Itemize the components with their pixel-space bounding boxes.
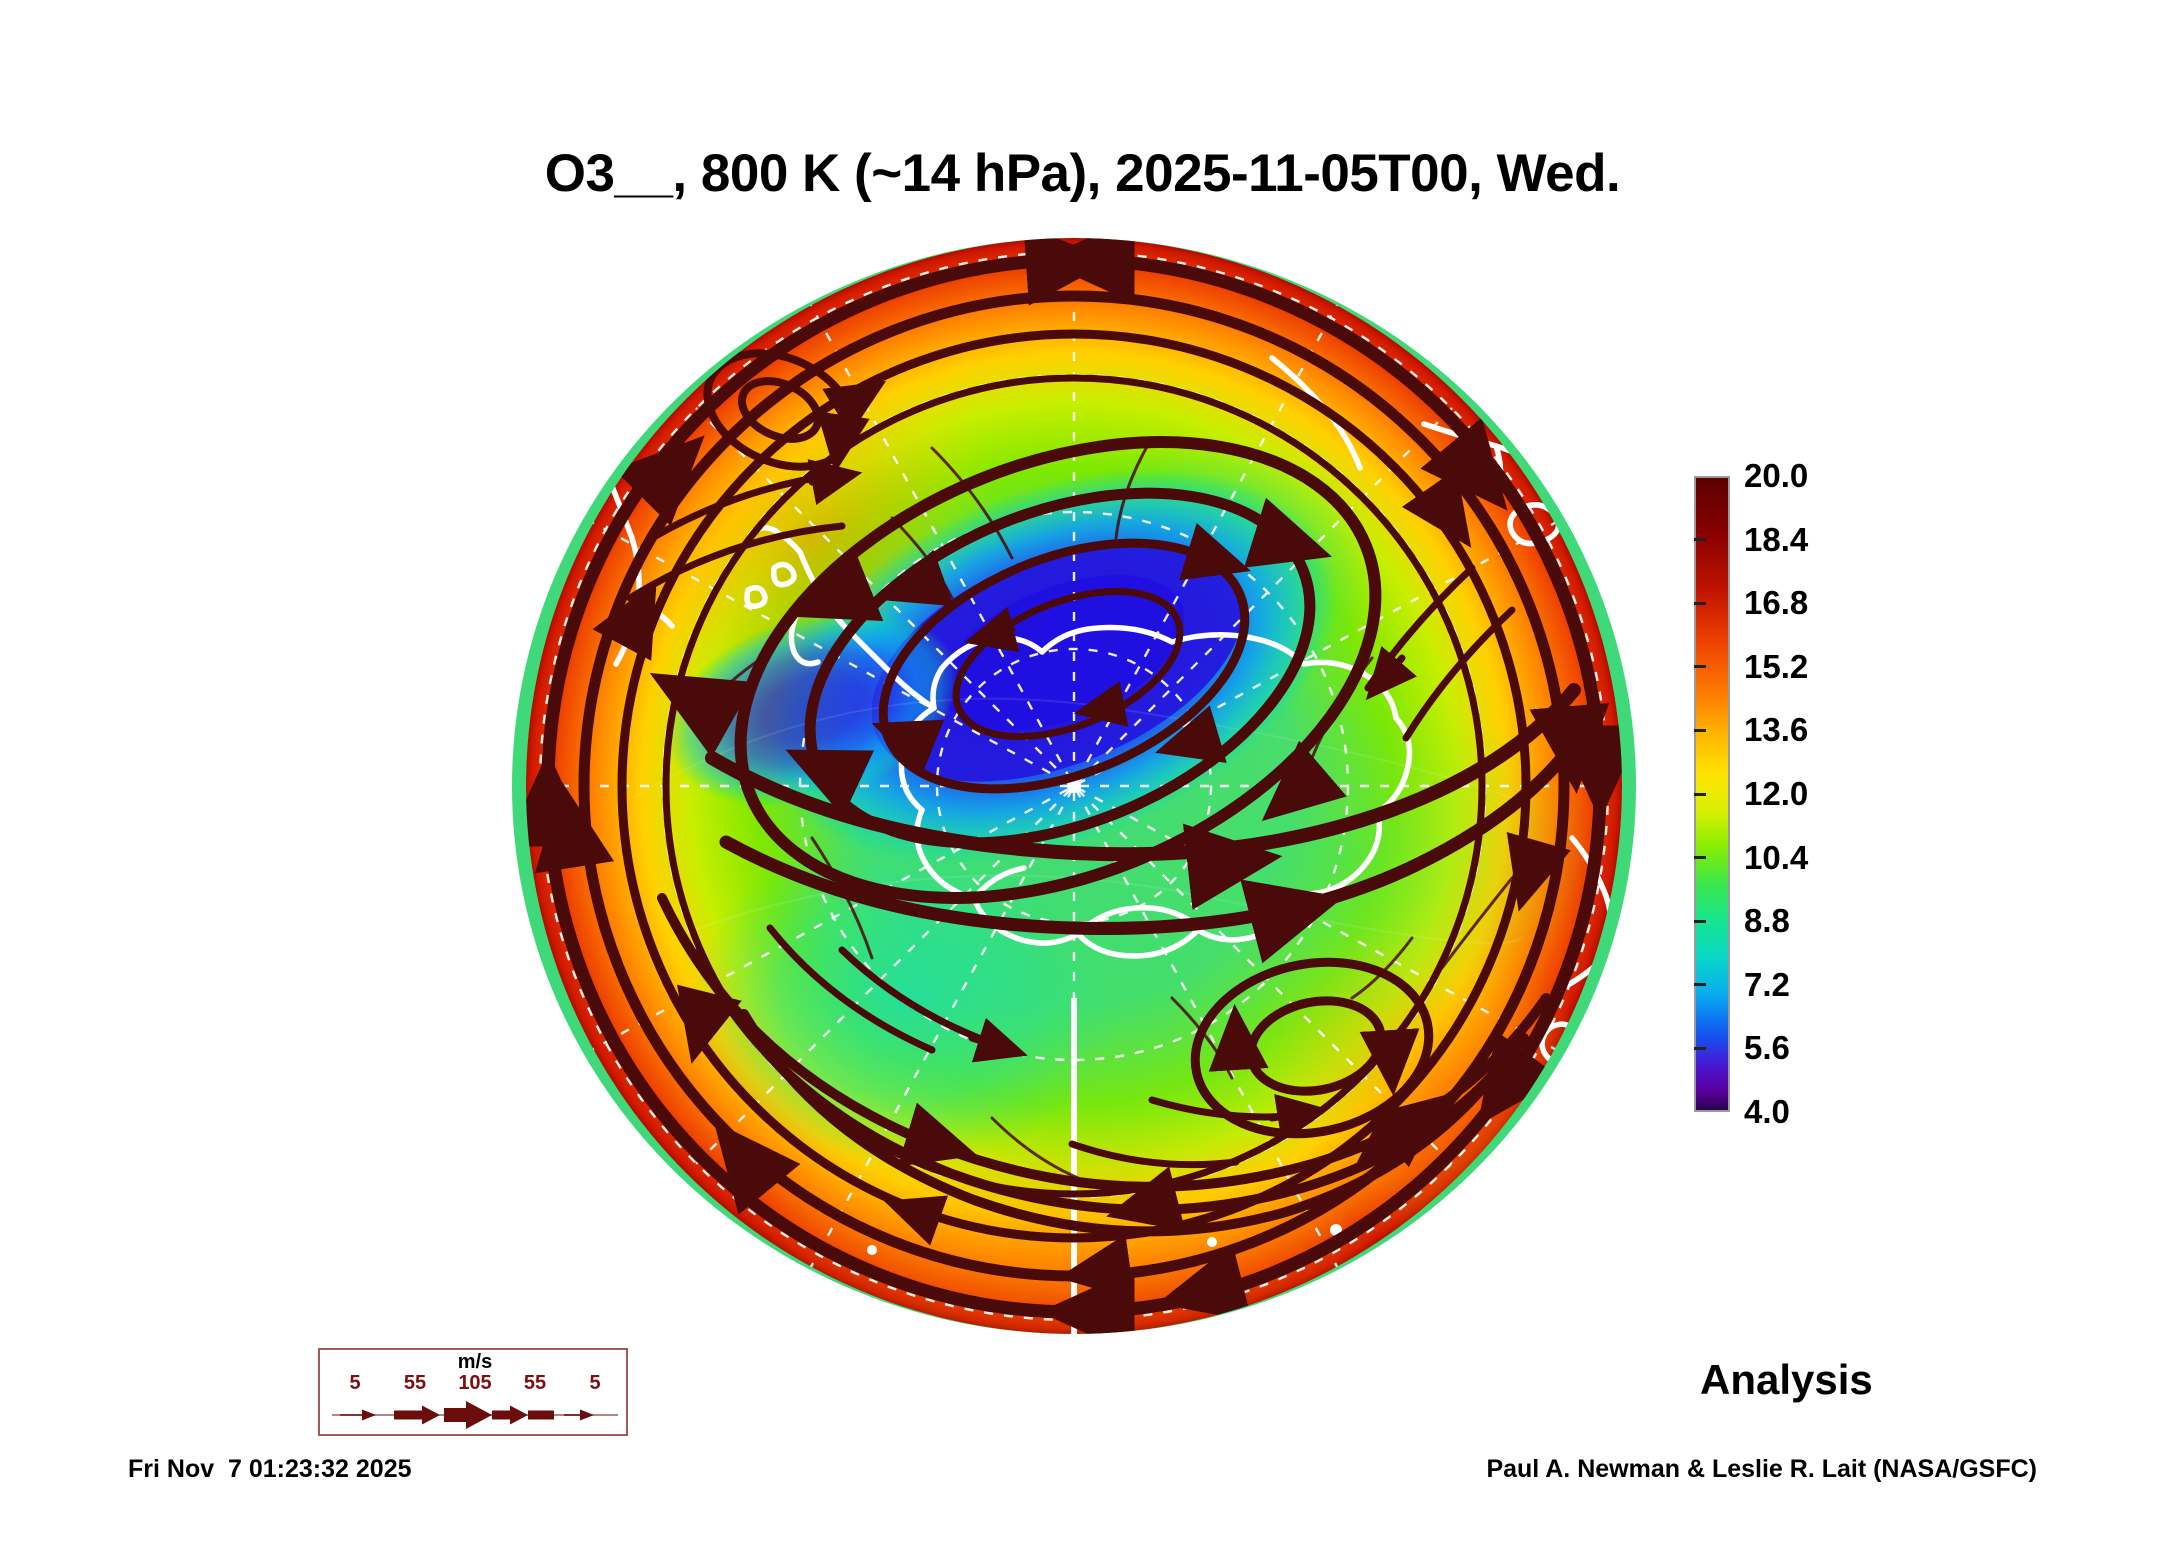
colorbar-tick-label: 18.4 <box>1744 520 1809 558</box>
wind-value-label: 5 <box>589 1372 601 1394</box>
generation-timestamp: Fri Nov 7 01:23:32 2025 <box>128 1455 412 1483</box>
author-credit: Paul A. Newman & Leslie R. Lait (NASA/GS… <box>1486 1455 2037 1483</box>
wind-speed-legend: m/s 5 55 105 55 5 <box>318 1348 628 1436</box>
map-disc <box>512 238 1636 1334</box>
colorbar-tick <box>1694 919 1706 923</box>
colorbar-tick <box>1694 665 1706 669</box>
colorbar-tick-label: 20.0 <box>1744 457 1809 494</box>
wind-value-label: 5 <box>349 1372 361 1394</box>
colorbar-panel: 20.0 18.4 16.8 15.2 13.6 12.0 10.4 8.8 7.2 5.6 4.0 <box>1694 457 1944 1130</box>
colorbar-tick <box>1694 856 1706 860</box>
wind-arrow-scale <box>332 1401 618 1429</box>
analysis-label: Analysis <box>1700 1356 1873 1403</box>
wind-value-label: 55 <box>403 1372 427 1394</box>
map-svg <box>526 238 1622 1334</box>
colorbar-tick-label: 13.6 <box>1744 711 1809 749</box>
wind-value-label: 55 <box>523 1372 547 1394</box>
colorbar-tick-label: 12.0 <box>1744 775 1809 812</box>
wind-unit-label: m/s <box>457 1351 493 1373</box>
colorbar-tick <box>1694 601 1706 605</box>
colorbar-tick <box>1694 1046 1706 1050</box>
colorbar-tick-label: 8.8 <box>1744 902 1790 940</box>
polar-map-panel <box>512 238 1636 1334</box>
colorbar-tick <box>1694 983 1706 987</box>
page-title: O3__, 800 K (~14 hPa), 2025-11-05T00, We… <box>544 144 1621 203</box>
colorbar-tick <box>1694 792 1706 796</box>
colorbar-tick-label: 15.2 <box>1744 647 1809 685</box>
colorbar-tick-label: 7.2 <box>1744 965 1790 1003</box>
ozone-field <box>526 238 1622 1334</box>
wind-value-labels: 5 55 105 55 5 <box>332 1372 618 1395</box>
colorbar-tick-label: 4.0 <box>1744 1093 1790 1130</box>
colorbar-tick-label: 10.4 <box>1744 838 1809 876</box>
colorbar-tick-label: 5.6 <box>1744 1029 1790 1067</box>
wind-value-label: 105 <box>458 1372 492 1394</box>
colorbar-tick-label: 16.8 <box>1744 584 1809 622</box>
wind-streamlines <box>526 238 1622 1334</box>
colorbar-tick <box>1694 728 1706 732</box>
colorbar-tick <box>1694 538 1706 542</box>
